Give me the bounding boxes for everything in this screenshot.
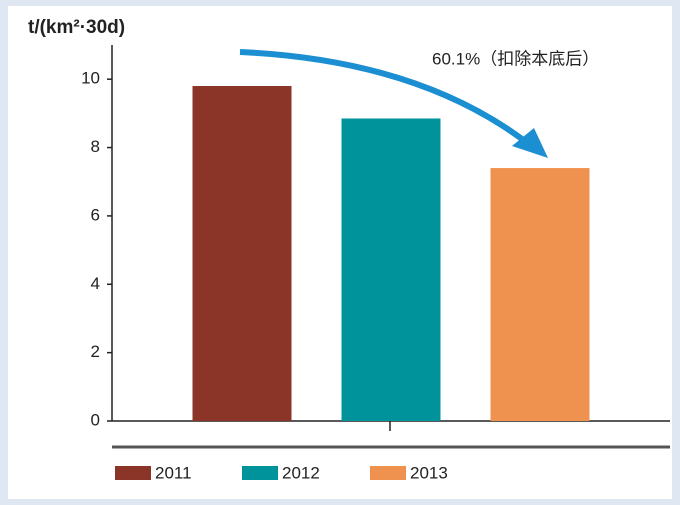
arrow-line (239, 49, 532, 148)
arrow-head (512, 128, 548, 158)
legend-swatch (370, 466, 406, 480)
y-tick-label: 8 (91, 137, 100, 156)
legend-swatch (115, 466, 151, 480)
bar (490, 168, 590, 421)
legend-label: 2012 (282, 463, 320, 482)
legend-label: 2013 (410, 463, 448, 482)
legend-label: 2011 (155, 463, 192, 482)
bar (192, 86, 292, 421)
y-tick-label: 2 (91, 342, 100, 361)
y-axis-label: t/(km²·30d) (28, 17, 125, 38)
annotation: 60.1%（扣除本底后） (432, 49, 599, 68)
y-tick-label: 0 (91, 410, 100, 429)
y-tick-label: 6 (91, 205, 100, 224)
trend-arrow (239, 49, 548, 158)
y-tick-label: 4 (91, 274, 100, 293)
legend-swatch (242, 466, 278, 480)
y-tick-label: 10 (81, 69, 100, 88)
bar (341, 118, 441, 421)
